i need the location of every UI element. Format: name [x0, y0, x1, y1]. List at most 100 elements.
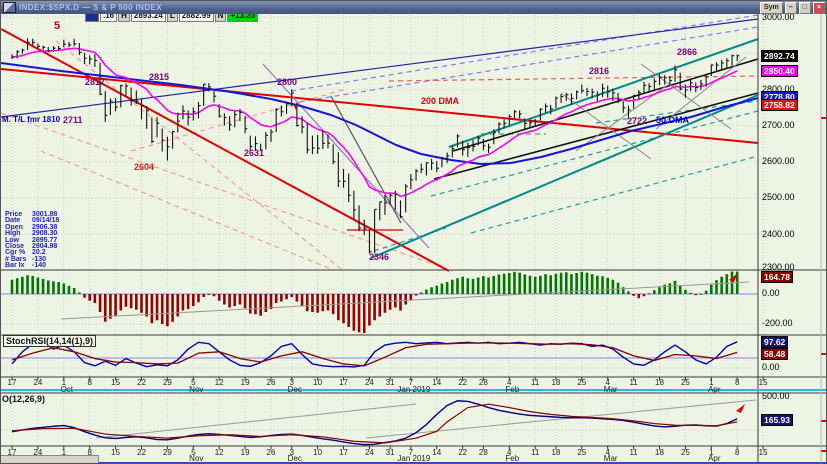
sym-button[interactable]: Sym	[759, 1, 783, 14]
info-panel-value: 2908.30	[32, 230, 58, 238]
trendline-solid	[640, 63, 732, 130]
momentum-histogram-bar	[466, 278, 470, 294]
momentum-histogram-bar	[513, 271, 516, 294]
date-axis-day-label: 1	[61, 447, 67, 457]
momentum-histogram-bar	[518, 272, 521, 294]
trendline-dashed	[55, 40, 342, 270]
momentum-histogram-bar	[704, 290, 708, 294]
maximize-button[interactable]: □	[798, 1, 811, 14]
momentum-histogram-bar	[145, 294, 148, 317]
chart-background	[1, 14, 826, 463]
momentum-histogram-bar	[575, 273, 578, 294]
chart-annotation: 2800	[277, 77, 298, 87]
price-axis-label: 2600.00	[762, 156, 795, 166]
stochrsi-axis-label-boxed: 58.48	[761, 348, 789, 360]
momentum-histogram-bar	[637, 294, 641, 299]
panel-trendline	[95, 403, 417, 439]
momentum-histogram-bar	[658, 287, 661, 294]
momentum-histogram-bar	[109, 294, 112, 319]
momentum-histogram-bar	[135, 294, 138, 310]
chart-annotation: M. T/L fmr 1810	[2, 115, 61, 124]
momentum-histogram-bar	[554, 273, 558, 294]
momentum-histogram-bar	[653, 290, 656, 294]
momentum-histogram-bar	[461, 276, 464, 294]
oscillator-axis-label: 500.00	[762, 391, 790, 401]
momentum-histogram-bar	[720, 276, 723, 294]
trendline-dashed	[40, 150, 332, 270]
date-axis-month-label: Dec	[287, 454, 302, 463]
window-titlebar: INDEX:$SPX.D — S & P 500 INDEX Sym – □ ×	[1, 1, 826, 14]
minimize-button[interactable]: –	[784, 1, 797, 14]
momentum-histogram-bar	[342, 294, 345, 324]
date-axis-day-label: 3	[289, 447, 294, 457]
momentum-histogram-bar	[409, 294, 413, 300]
momentum-histogram-bar	[523, 274, 527, 294]
momentum-histogram-bar	[347, 294, 350, 327]
momentum-histogram-bar	[710, 284, 713, 294]
info-panel-row: Cgr % 20.2	[5, 249, 59, 256]
panel-trendline	[60, 281, 750, 320]
close-button[interactable]: ×	[812, 1, 825, 14]
momentum-axis-label: 0.00	[762, 288, 780, 298]
chart-annotation: 50 DMA	[656, 115, 690, 125]
momentum-histogram-bar	[129, 294, 133, 309]
momentum-histogram-bar	[52, 281, 55, 294]
chart-annotation: 2815	[149, 72, 170, 82]
oscillator-signal-line	[11, 403, 738, 444]
date-axis-day-label: 24	[33, 378, 43, 387]
momentum-histogram-bar	[440, 283, 444, 294]
momentum-histogram-bar	[202, 294, 205, 297]
momentum-histogram-bar	[285, 294, 288, 300]
date-axis-month-label: Feb	[505, 454, 520, 463]
momentum-histogram-bar	[176, 294, 180, 317]
momentum-histogram-bar	[616, 282, 620, 294]
momentum-histogram-bar	[103, 294, 107, 322]
date-axis-day-label: 22	[137, 447, 146, 457]
info-panel-key: # Bars	[5, 255, 27, 263]
alert-tick	[821, 353, 826, 355]
momentum-histogram-bar	[533, 276, 537, 294]
trendline-solid	[448, 38, 759, 148]
momentum-histogram-bar	[482, 276, 485, 294]
momentum-histogram-bar	[150, 294, 154, 324]
app-icon	[3, 2, 16, 13]
date-axis-day-label: 11	[531, 378, 540, 387]
momentum-histogram-bar	[269, 294, 273, 309]
oscillator-axis-label-boxed: 165.93	[761, 414, 793, 426]
stochrsi-panel-label: StochRSI(14,14(1),9)	[3, 335, 97, 347]
momentum-histogram-bar	[678, 285, 682, 294]
chart-annotation: 5	[54, 20, 61, 32]
momentum-histogram-bar	[228, 294, 231, 308]
momentum-histogram-bar	[98, 294, 102, 312]
momentum-histogram-bar	[15, 278, 19, 294]
momentum-histogram-bar	[88, 294, 91, 301]
momentum-histogram-bar	[181, 294, 185, 311]
date-axis-day-label: 29	[162, 447, 172, 457]
date-axis-day-label: 24	[364, 378, 374, 387]
momentum-histogram-bar	[502, 273, 506, 294]
momentum-histogram-bar	[549, 275, 553, 294]
info-panel-key: Close	[5, 243, 25, 251]
price-axis-label: 2800.00	[762, 84, 795, 94]
momentum-histogram-bar	[155, 294, 159, 321]
window-title: INDEX:$SPX.D — S & P 500 INDEX	[19, 3, 163, 12]
trendline-solid	[330, 95, 402, 224]
alert-tick	[821, 450, 826, 452]
momentum-histogram-bar	[171, 294, 174, 322]
momentum-histogram-bar	[72, 288, 76, 294]
momentum-histogram-bar	[404, 294, 407, 305]
info-panel-row: Bar Ix -140	[5, 262, 59, 269]
momentum-histogram-bar	[78, 292, 81, 294]
date-axis-day-label: 25	[577, 378, 587, 387]
oscillator-panel-label: O(12,26,9)	[2, 394, 46, 404]
momentum-histogram-bar	[21, 276, 24, 294]
momentum-histogram-bar	[197, 294, 200, 303]
momentum-histogram-bar	[544, 274, 547, 294]
date-axis-day-label: 31	[385, 447, 395, 457]
horizontal-scrollbar[interactable]	[1, 455, 99, 463]
date-axis-day-label: 14	[432, 378, 442, 387]
info-panel-key: Open	[5, 223, 23, 231]
date-axis-day-label: 1	[709, 378, 714, 387]
